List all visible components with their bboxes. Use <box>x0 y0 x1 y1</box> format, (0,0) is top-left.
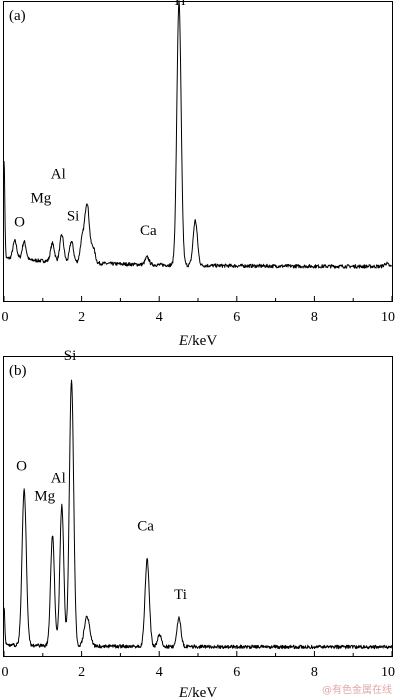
x-ticks-b: 0 2 4 6 8 10 <box>2 651 395 680</box>
x-tick-label-a-4: 4 <box>156 310 163 325</box>
spectrum-panel-b: (b) Si O Al Mg Ca Ti 0 2 4 6 8 10 E/keV <box>2 348 396 700</box>
peak-label-a-o: O <box>14 214 25 230</box>
x-ticks-a: 0 2 4 6 8 10 <box>2 296 395 325</box>
x-tick-label-a-6: 6 <box>233 310 240 325</box>
x-tick-label-a-8: 8 <box>311 310 318 325</box>
x-axis-label-a: E/keV <box>178 333 217 349</box>
x-tick-label-a-2: 2 <box>78 310 85 325</box>
x-tick-label-a-10: 10 <box>381 310 395 325</box>
peak-label-b-mg: Mg <box>34 489 55 505</box>
x-tick-label-b-0: 0 <box>2 665 9 680</box>
spectrum-line-b <box>3 379 393 650</box>
x-axis-unit-a: /keV <box>188 333 217 349</box>
plot-frame-a <box>3 1 393 302</box>
peak-label-a-al: Al <box>51 166 66 182</box>
peak-label-b-ca: Ca <box>137 518 154 534</box>
x-tick-label-b-2: 2 <box>78 665 85 680</box>
panel-label-a: (a) <box>9 8 26 24</box>
peak-label-a-mg: Mg <box>30 190 51 206</box>
x-tick-label-b-8: 8 <box>311 665 318 680</box>
peak-label-a-ca: Ca <box>140 223 157 239</box>
plot-frame-b <box>3 356 393 657</box>
peak-label-b-al: Al <box>51 471 66 487</box>
peak-label-a-si: Si <box>67 208 80 224</box>
panel-label-b: (b) <box>9 363 27 379</box>
peak-label-b-ti: Ti <box>174 587 187 603</box>
spectrum-line-a <box>3 0 393 269</box>
peak-label-b-si: Si <box>64 348 77 364</box>
x-axis-label-b: E/keV <box>178 685 217 700</box>
x-axis-var-a: E <box>178 333 188 349</box>
peak-label-a-ti: Ti <box>173 0 186 9</box>
x-axis-unit-b: /keV <box>188 685 217 700</box>
x-tick-label-b-4: 4 <box>156 665 163 680</box>
x-axis-var-b: E <box>178 685 188 700</box>
marks-b: Si O Al Mg Ca Ti <box>3 348 393 650</box>
x-tick-label-b-10: 10 <box>381 665 395 680</box>
x-tick-label-b-6: 6 <box>233 665 240 680</box>
peak-label-b-o: O <box>16 459 27 475</box>
x-tick-label-a-0: 0 <box>2 310 9 325</box>
